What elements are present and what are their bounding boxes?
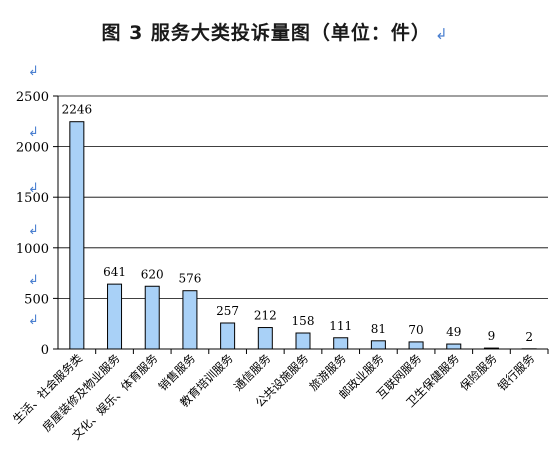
y-tick-label: 0 — [41, 343, 49, 358]
bar — [295, 332, 311, 350]
paragraph-mark-icon: ↲ — [28, 273, 39, 288]
paragraph-mark-icon: ↲ — [28, 313, 39, 328]
paragraph-mark-icon: ↲ — [28, 125, 39, 140]
data-label: 158 — [292, 314, 315, 328]
bar — [483, 347, 499, 350]
paragraph-mark-icon: ↲ — [434, 25, 449, 43]
data-label: 2246 — [62, 103, 93, 117]
bar — [370, 340, 386, 350]
paragraph-mark-icon: ↲ — [28, 223, 39, 238]
data-label: 257 — [216, 304, 239, 318]
y-tick-label: 1500 — [16, 191, 49, 206]
data-label: 641 — [103, 265, 126, 279]
paragraph-mark-icon: ↲ — [28, 181, 39, 196]
data-label: 70 — [408, 323, 423, 337]
data-label: 81 — [371, 322, 386, 336]
y-tick-label: 500 — [24, 292, 49, 307]
bar — [408, 341, 424, 350]
bar — [446, 343, 462, 350]
bar — [333, 337, 349, 350]
paragraph-mark-icon: ↲ — [28, 64, 39, 79]
category-label: 保险服务 — [457, 351, 500, 394]
chart-title: 图 3 服务大类投诉量图（单位：件） ↲ — [0, 18, 550, 45]
bar — [144, 285, 160, 350]
y-tick-label: 2000 — [16, 141, 49, 156]
data-label: 212 — [254, 309, 277, 323]
data-label: 111 — [329, 319, 352, 333]
data-label: 9 — [488, 329, 496, 343]
bar — [257, 327, 273, 350]
bar — [69, 121, 85, 350]
y-tick-label: 2500 — [16, 90, 49, 105]
category-label: 银行服务 — [495, 351, 538, 394]
data-label: 576 — [178, 272, 201, 286]
chart-title-text: 图 3 服务大类投诉量图（单位：件） — [101, 22, 431, 44]
bar — [107, 283, 123, 350]
category-label: 生活、社会服务类 — [10, 351, 85, 426]
bar — [182, 290, 198, 350]
bar — [220, 322, 236, 350]
data-label: 2 — [525, 330, 533, 344]
data-label: 620 — [141, 267, 164, 281]
data-label: 49 — [446, 325, 461, 339]
y-tick-label: 1000 — [16, 242, 49, 257]
